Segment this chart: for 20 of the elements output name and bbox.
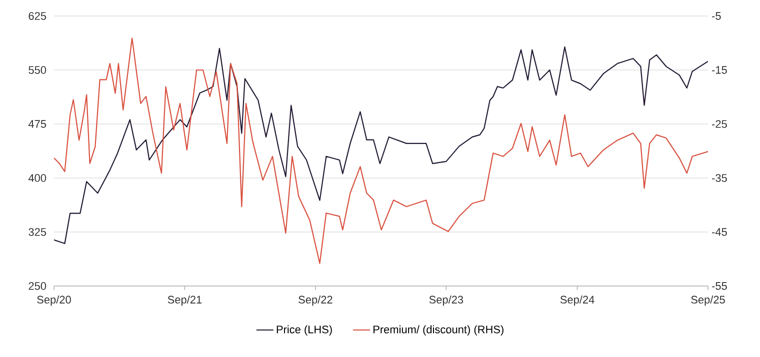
x-tick-label: Sep/20 [37,296,71,306]
y-tick-label: 550 [28,66,46,74]
y-tick-label: 625 [28,12,46,20]
y-tick-label: 325 [28,228,46,236]
y2-tick-label: -45 [712,228,727,236]
x-tick-label: Sep/25 [691,296,725,306]
y-tick-label: 250 [28,282,46,290]
legend-label: Premium/ (discount) (RHS) [374,325,504,336]
y2-tick-label: -15 [712,66,727,74]
x-tick-label: Sep/22 [298,296,332,306]
x-tick-label: Sep/23 [429,296,464,306]
legend-label: Price (LHS) [276,325,332,336]
y2-tick-label: -35 [712,174,727,182]
y2-tick-label: -55 [712,282,727,290]
y-tick-label: 400 [28,174,46,182]
x-tick-label: Sep/21 [168,296,202,306]
y-tick-label: 475 [28,120,46,128]
x-tick-label: Sep/24 [560,296,594,306]
y2-tick-label: -5 [712,12,721,20]
y2-tick-label: -25 [712,120,727,128]
